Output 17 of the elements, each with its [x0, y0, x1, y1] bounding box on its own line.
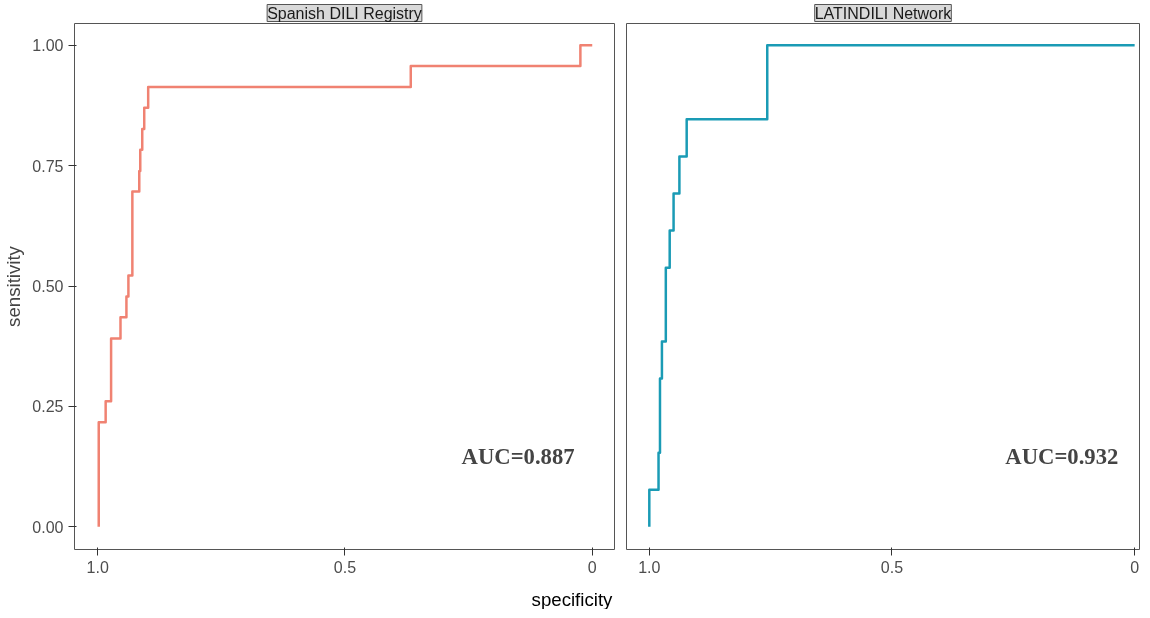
- y-tick-label: 0.75: [32, 157, 64, 175]
- x-tick-label: 0.5: [880, 558, 904, 576]
- y-tick-label: 1.00: [32, 37, 64, 55]
- x-tick-label: 1.0: [638, 558, 661, 576]
- y-tick-label: 0.25: [32, 398, 64, 416]
- chart-title: LATINDILI Network: [814, 4, 953, 22]
- x-tick-label: 0: [587, 558, 597, 576]
- x-tick-label: 1.0: [86, 558, 109, 576]
- x-tick-label: 0: [1130, 558, 1140, 576]
- y-axis-title: sensitivity: [3, 245, 25, 327]
- annotation: AUC=0.932: [1005, 444, 1119, 470]
- x-axis-title: specificity: [531, 588, 614, 610]
- x-tick-label: 0.5: [333, 558, 357, 576]
- annotation: AUC=0.887: [461, 444, 575, 470]
- chart-title: Spanish DILI Registry: [267, 4, 422, 22]
- y-tick-label: 0.00: [32, 518, 64, 536]
- y-tick-label: 0.50: [32, 278, 64, 296]
